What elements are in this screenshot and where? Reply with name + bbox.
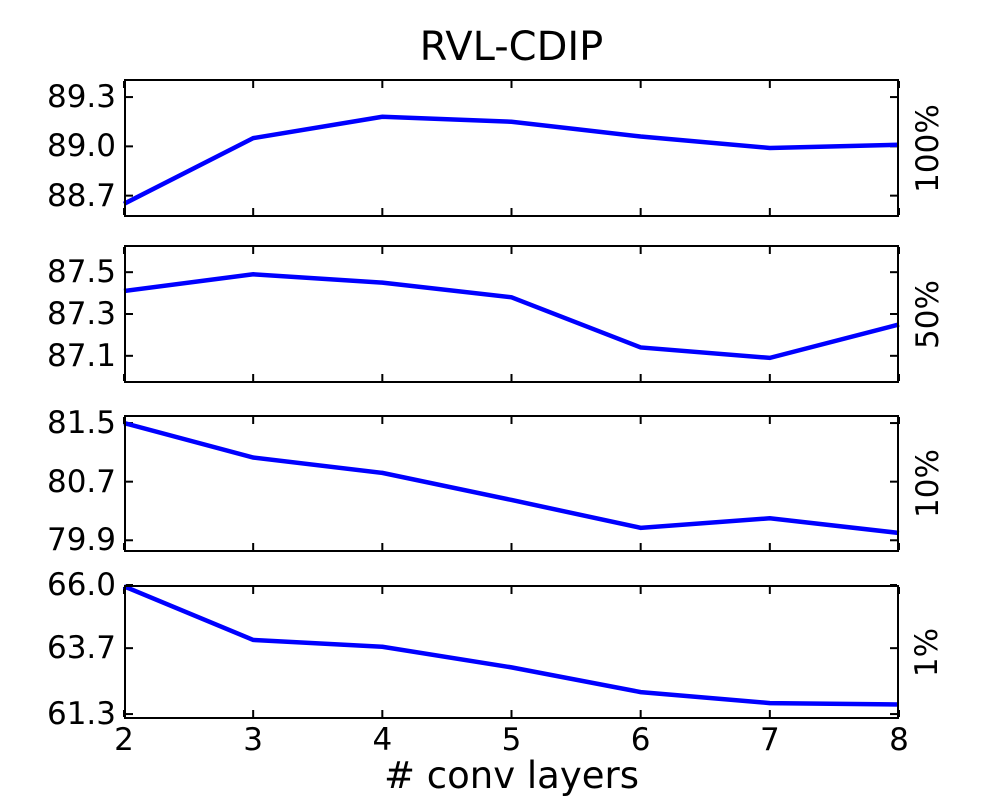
x-tick-label: 7 xyxy=(759,722,780,758)
y-tick-label: 87.5 xyxy=(46,254,116,291)
plot-line xyxy=(123,584,900,707)
x-tick-label: 3 xyxy=(243,722,264,758)
right-axis-label: 1% xyxy=(909,627,946,677)
plot-line xyxy=(123,420,900,536)
y-tick-label: 89.3 xyxy=(46,79,116,116)
y-tick-label: 61.3 xyxy=(46,696,116,733)
axes-border xyxy=(124,245,899,383)
right-axis-label: 10% xyxy=(909,449,946,518)
plot-line xyxy=(123,272,900,361)
right-axis-label-wrap: 10% xyxy=(899,415,957,552)
x-tick-label: 5 xyxy=(501,722,522,758)
x-tick-label: 2 xyxy=(114,722,134,758)
x-tick-label: 4 xyxy=(372,722,393,758)
plot-line xyxy=(122,114,900,206)
y-tick-label: 79.9 xyxy=(46,522,116,559)
y-tick-label: 87.3 xyxy=(46,296,116,332)
x-tick-label: 6 xyxy=(630,722,651,758)
chart-title: RVL-CDIP xyxy=(419,24,604,70)
y-tick-label: 63.7 xyxy=(46,630,116,667)
x-axis-label: # conv layers xyxy=(384,754,639,797)
right-axis-label-wrap: 1% xyxy=(899,585,957,719)
right-axis-label: 100% xyxy=(909,103,946,193)
y-tick-label: 81.5 xyxy=(46,405,116,442)
y-tick-label: 87.1 xyxy=(46,337,116,374)
y-tick-label: 88.7 xyxy=(46,177,116,214)
right-axis-label-wrap: 50% xyxy=(899,245,957,383)
subplot-axes xyxy=(123,415,900,552)
right-axis-label-wrap: 100% xyxy=(899,79,957,217)
right-axis-label: 50% xyxy=(909,279,946,349)
x-tick-label: 8 xyxy=(889,722,909,758)
subplot-axes xyxy=(123,245,900,383)
y-tick-label: 89.0 xyxy=(46,128,116,165)
y-tick-label: 80.7 xyxy=(46,463,116,500)
axes-border xyxy=(124,415,899,552)
subplot-axes xyxy=(122,79,900,217)
axes-border xyxy=(124,79,899,217)
axes-border xyxy=(124,585,899,719)
subplot-axes xyxy=(123,584,900,719)
y-tick-label: 66.0 xyxy=(46,567,116,603)
